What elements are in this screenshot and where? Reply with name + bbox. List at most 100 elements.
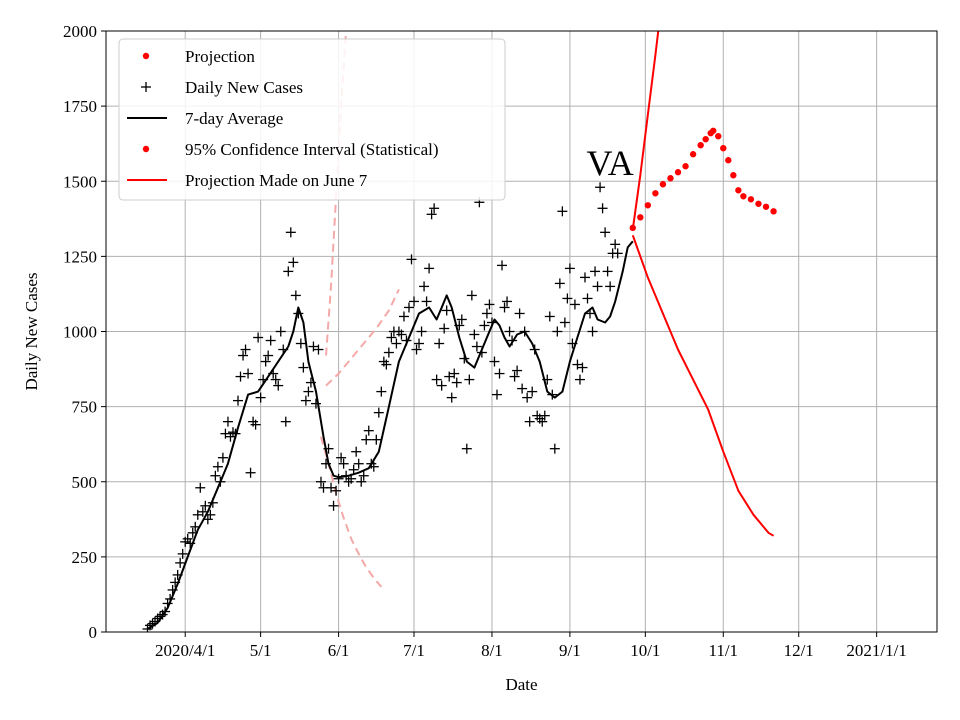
daily-case-point bbox=[175, 557, 186, 568]
x-tick-label: 12/1 bbox=[784, 641, 814, 660]
daily-case-point bbox=[401, 335, 412, 346]
daily-case-point bbox=[233, 395, 244, 406]
daily-case-point bbox=[610, 239, 621, 250]
daily-case-point bbox=[502, 296, 513, 307]
daily-case-point bbox=[539, 410, 550, 421]
daily-case-point bbox=[172, 569, 183, 580]
daily-case-point bbox=[341, 470, 352, 481]
series-7-day-average bbox=[146, 240, 634, 630]
daily-case-point bbox=[491, 389, 502, 400]
daily-case-point bbox=[300, 395, 311, 406]
daily-case-point bbox=[356, 476, 367, 487]
daily-case-point bbox=[293, 308, 304, 319]
daily-case-point bbox=[190, 521, 201, 532]
daily-case-point bbox=[230, 428, 241, 439]
projection-point bbox=[659, 181, 667, 188]
y-tick-label: 250 bbox=[72, 548, 98, 567]
daily-case-point bbox=[215, 476, 226, 487]
daily-case-point bbox=[346, 473, 357, 484]
y-tick-label: 1250 bbox=[63, 247, 97, 266]
legend-item-daily-new-cases: Daily New Cases bbox=[141, 78, 303, 97]
daily-case-point bbox=[567, 338, 578, 349]
projection-point bbox=[770, 208, 777, 215]
y-axis-label: Daily New Cases bbox=[22, 272, 41, 390]
projection-point bbox=[710, 127, 717, 134]
daily-case-point bbox=[562, 293, 573, 304]
daily-case-point bbox=[358, 470, 369, 481]
daily-case-point bbox=[321, 458, 332, 469]
y-tick-label: 1000 bbox=[63, 323, 97, 342]
legend-label: Projection bbox=[185, 47, 255, 66]
daily-case-point bbox=[519, 326, 530, 337]
projection-point bbox=[762, 203, 770, 210]
y-tick-label: 1500 bbox=[63, 172, 97, 191]
daily-case-point bbox=[253, 332, 264, 343]
daily-case-point bbox=[403, 302, 414, 313]
x-tick-label: 11/1 bbox=[708, 641, 738, 660]
legend-label: 7-day Average bbox=[185, 109, 283, 128]
daily-case-point bbox=[547, 389, 558, 400]
daily-case-point bbox=[494, 368, 505, 379]
daily-case-point bbox=[155, 611, 166, 622]
daily-case-point bbox=[295, 338, 306, 349]
daily-case-point bbox=[451, 377, 462, 388]
daily-case-point bbox=[499, 302, 510, 313]
projection-point bbox=[637, 214, 644, 221]
daily-case-point bbox=[238, 350, 249, 361]
daily-case-point bbox=[283, 266, 294, 277]
daily-case-point bbox=[514, 308, 525, 319]
daily-case-point bbox=[383, 347, 394, 358]
daily-case-point bbox=[323, 443, 334, 454]
projection-point bbox=[689, 151, 697, 158]
daily-case-point bbox=[509, 371, 520, 382]
daily-case-point bbox=[507, 335, 518, 346]
daily-case-point bbox=[333, 473, 344, 484]
legend-label: 95% Confidence Interval (Statistical) bbox=[185, 140, 439, 159]
daily-case-point bbox=[170, 577, 181, 588]
daily-case-point bbox=[391, 338, 402, 349]
daily-case-point bbox=[315, 476, 326, 487]
y-tick-label: 2000 bbox=[63, 22, 97, 41]
daily-case-point bbox=[396, 329, 407, 340]
daily-case-point bbox=[187, 527, 198, 538]
x-tick-label: 10/1 bbox=[630, 641, 660, 660]
daily-case-point bbox=[441, 305, 452, 316]
daily-case-point bbox=[145, 620, 156, 631]
projection-point bbox=[720, 144, 727, 152]
daily-case-point bbox=[426, 209, 437, 220]
daily-case-point bbox=[205, 509, 216, 520]
daily-case-point bbox=[429, 203, 440, 214]
daily-case-point bbox=[431, 374, 442, 385]
daily-case-point bbox=[273, 380, 284, 391]
daily-case-point bbox=[479, 320, 490, 331]
daily-case-point bbox=[517, 383, 528, 394]
daily-case-point bbox=[572, 359, 583, 370]
daily-case-point bbox=[278, 344, 289, 355]
series-line-projection-made-on-june-7-lower bbox=[631, 234, 775, 537]
daily-case-point bbox=[386, 332, 397, 343]
daily-case-point bbox=[414, 338, 425, 349]
daily-case-point bbox=[147, 618, 158, 629]
x-axis-label: Date bbox=[505, 675, 537, 694]
daily-case-point bbox=[258, 374, 269, 385]
legend-dot-marker bbox=[142, 145, 150, 153]
daily-case-point bbox=[195, 482, 206, 493]
daily-case-point bbox=[336, 452, 347, 463]
daily-case-point bbox=[275, 326, 286, 337]
daily-case-point bbox=[411, 344, 422, 355]
legend-item-95-confidence-interval-statistical: 95% Confidence Interval (Statistical) bbox=[142, 140, 439, 159]
legend-item-projection: Projection bbox=[142, 47, 255, 66]
daily-case-point bbox=[288, 257, 299, 268]
daily-case-point bbox=[212, 461, 223, 472]
series-95-ci-middle-june-7 bbox=[325, 288, 400, 387]
daily-case-point bbox=[167, 584, 178, 595]
x-tick-label: 6/1 bbox=[328, 641, 350, 660]
daily-case-point bbox=[512, 365, 523, 376]
legend: Projection Daily New Cases 7-day Average 95… bbox=[118, 38, 506, 201]
y-tick-label: 0 bbox=[89, 623, 98, 642]
daily-case-point bbox=[444, 371, 455, 382]
legend-item-7-day-average: 7-day Average bbox=[127, 109, 283, 128]
daily-case-point bbox=[486, 317, 497, 328]
legend-dot-marker bbox=[142, 52, 150, 60]
